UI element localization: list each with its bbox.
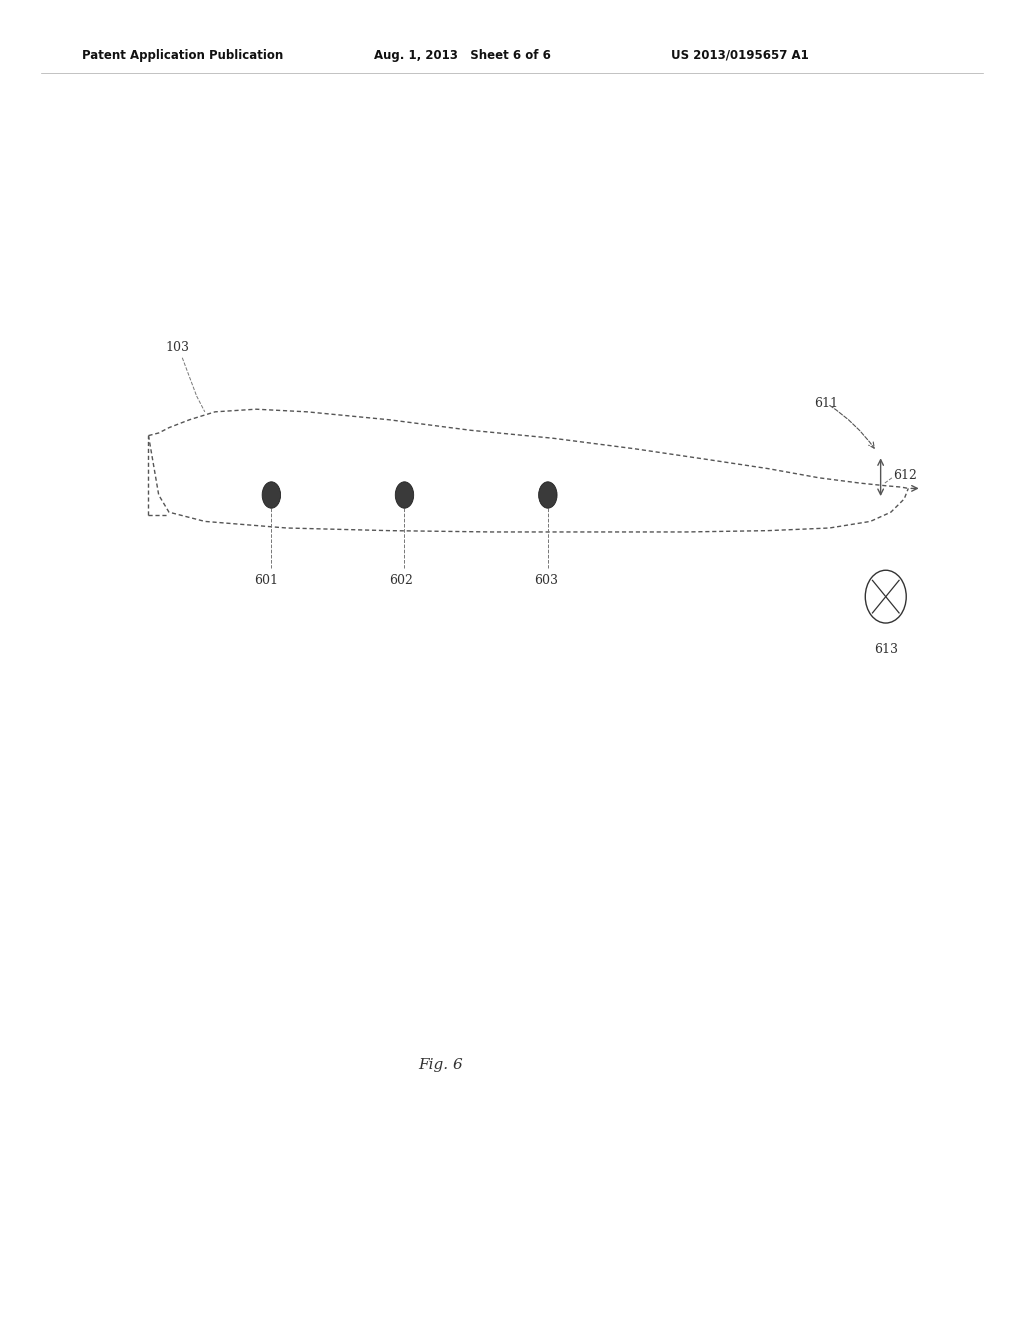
Text: US 2013/0195657 A1: US 2013/0195657 A1 [671, 49, 809, 62]
Text: 601: 601 [254, 574, 279, 587]
Text: 603: 603 [534, 574, 558, 587]
Text: 103: 103 [165, 341, 189, 354]
Ellipse shape [395, 482, 414, 508]
Text: 613: 613 [873, 643, 898, 656]
Text: Aug. 1, 2013   Sheet 6 of 6: Aug. 1, 2013 Sheet 6 of 6 [374, 49, 551, 62]
Text: 612: 612 [893, 469, 916, 482]
Ellipse shape [539, 482, 557, 508]
Ellipse shape [262, 482, 281, 508]
Text: 602: 602 [389, 574, 414, 587]
Text: 611: 611 [814, 397, 838, 411]
Text: Fig. 6: Fig. 6 [418, 1059, 463, 1072]
Circle shape [865, 570, 906, 623]
Text: Patent Application Publication: Patent Application Publication [82, 49, 284, 62]
